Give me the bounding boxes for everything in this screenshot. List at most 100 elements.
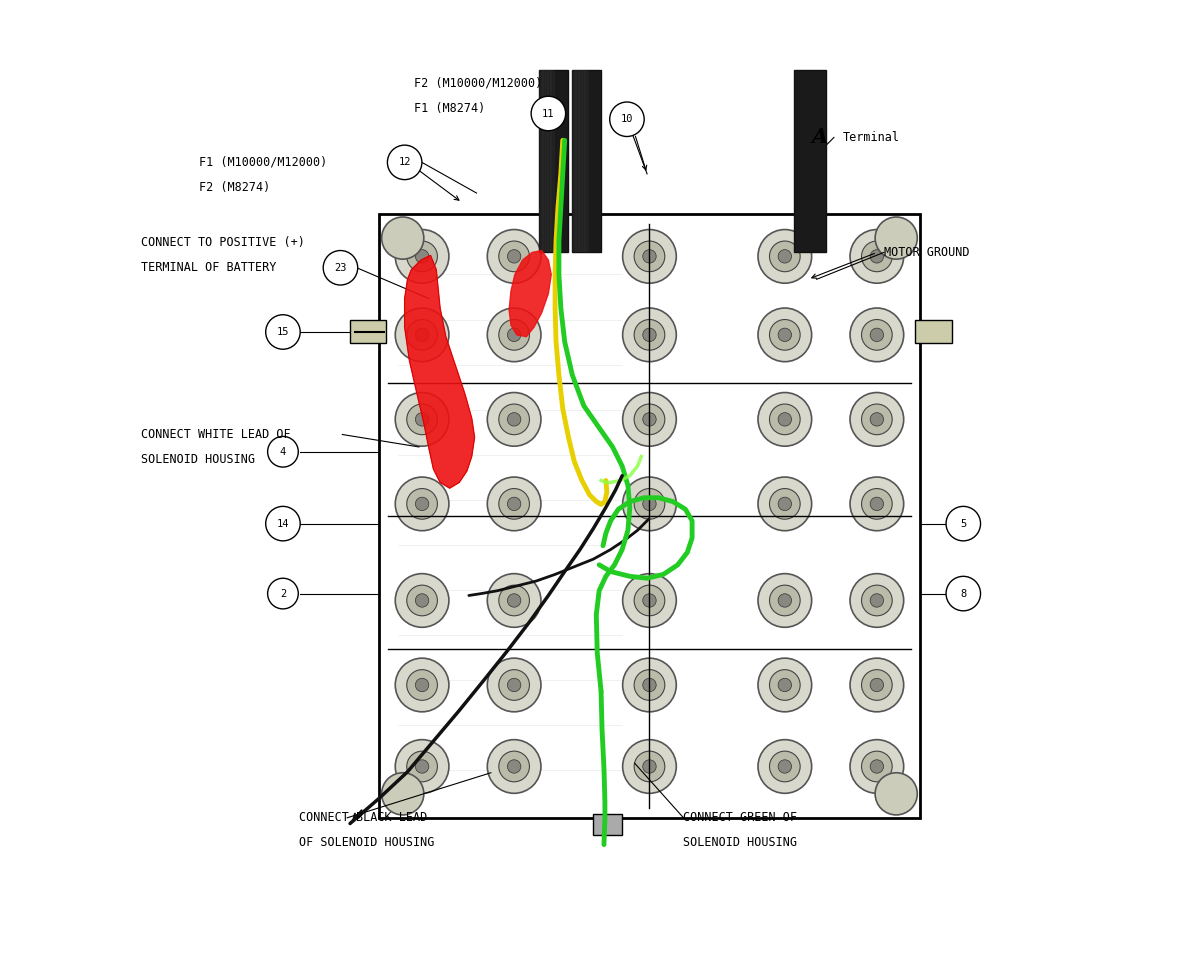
Bar [550,70,555,253]
Bar [584,70,589,253]
Circle shape [871,678,884,692]
Circle shape [323,251,357,285]
Circle shape [487,230,541,283]
Circle shape [382,773,424,815]
Circle shape [395,308,448,361]
Circle shape [499,319,530,350]
Circle shape [778,760,791,774]
Circle shape [634,488,665,519]
Bar [594,814,622,835]
Circle shape [499,488,530,519]
Circle shape [415,412,428,426]
Circle shape [487,308,541,361]
Circle shape [851,658,904,712]
Text: SOLENOID HOUSING: SOLENOID HOUSING [141,453,256,466]
Circle shape [851,574,904,628]
Text: 14: 14 [277,519,289,529]
Circle shape [758,740,812,794]
Circle shape [622,740,677,794]
Circle shape [395,658,448,712]
Text: 5: 5 [961,519,967,529]
Circle shape [634,585,665,616]
Circle shape [861,488,892,519]
Circle shape [531,96,565,131]
Circle shape [778,497,791,510]
Text: SOLENOID HOUSING: SOLENOID HOUSING [684,836,797,850]
Circle shape [634,670,665,701]
Text: F1 (M10000/M12000): F1 (M10000/M12000) [199,156,327,169]
Circle shape [861,752,892,782]
Text: TERMINAL OF BATTERY: TERMINAL OF BATTERY [141,261,277,274]
Circle shape [758,574,812,628]
Text: 11: 11 [542,109,555,118]
Circle shape [407,488,438,519]
Circle shape [851,308,904,361]
Circle shape [634,404,665,434]
Circle shape [267,579,298,609]
Circle shape [642,412,657,426]
Circle shape [861,319,892,350]
Circle shape [395,740,448,794]
Circle shape [851,230,904,283]
Circle shape [266,506,300,541]
Circle shape [487,740,541,794]
Circle shape [642,497,657,510]
Circle shape [487,392,541,446]
Circle shape [382,217,424,259]
Circle shape [758,392,812,446]
Circle shape [487,477,541,530]
Bar [573,70,577,253]
Circle shape [642,678,657,692]
Circle shape [622,574,677,628]
Text: A: A [812,128,828,147]
Circle shape [609,102,645,136]
Bar [916,320,952,343]
Circle shape [622,477,677,530]
Circle shape [499,404,530,434]
Text: 2: 2 [280,588,286,599]
Circle shape [634,319,665,350]
Circle shape [487,574,541,628]
Circle shape [851,477,904,530]
Circle shape [769,319,800,350]
Text: CONNECT WHITE LEAD OF: CONNECT WHITE LEAD OF [141,428,291,441]
Circle shape [395,477,448,530]
Circle shape [395,392,448,446]
Circle shape [861,670,892,701]
Circle shape [266,315,300,349]
Circle shape [871,594,884,607]
Circle shape [622,230,677,283]
Circle shape [861,241,892,272]
Circle shape [861,404,892,434]
Circle shape [642,328,657,341]
Bar [575,70,580,253]
Circle shape [769,670,800,701]
Circle shape [769,488,800,519]
Circle shape [634,241,665,272]
Circle shape [778,678,791,692]
Text: OF SOLENOID HOUSING: OF SOLENOID HOUSING [299,836,434,850]
Circle shape [946,577,981,611]
Circle shape [861,585,892,616]
Circle shape [487,658,541,712]
Circle shape [778,412,791,426]
Circle shape [946,506,981,541]
Text: 8: 8 [961,588,967,599]
Circle shape [508,678,521,692]
Circle shape [769,585,800,616]
Text: CONNECT BLACK LEAD: CONNECT BLACK LEAD [299,811,427,825]
Text: F2 (M10000/M12000): F2 (M10000/M12000) [414,76,543,89]
Bar [544,70,549,253]
Circle shape [407,670,438,701]
Circle shape [407,319,438,350]
Text: 15: 15 [277,327,289,337]
Circle shape [778,250,791,263]
Circle shape [499,241,530,272]
Circle shape [415,760,428,774]
Text: Terminal: Terminal [842,131,899,144]
Circle shape [642,594,657,607]
Circle shape [508,412,521,426]
Bar [581,70,586,253]
Polygon shape [405,256,474,488]
Circle shape [499,670,530,701]
